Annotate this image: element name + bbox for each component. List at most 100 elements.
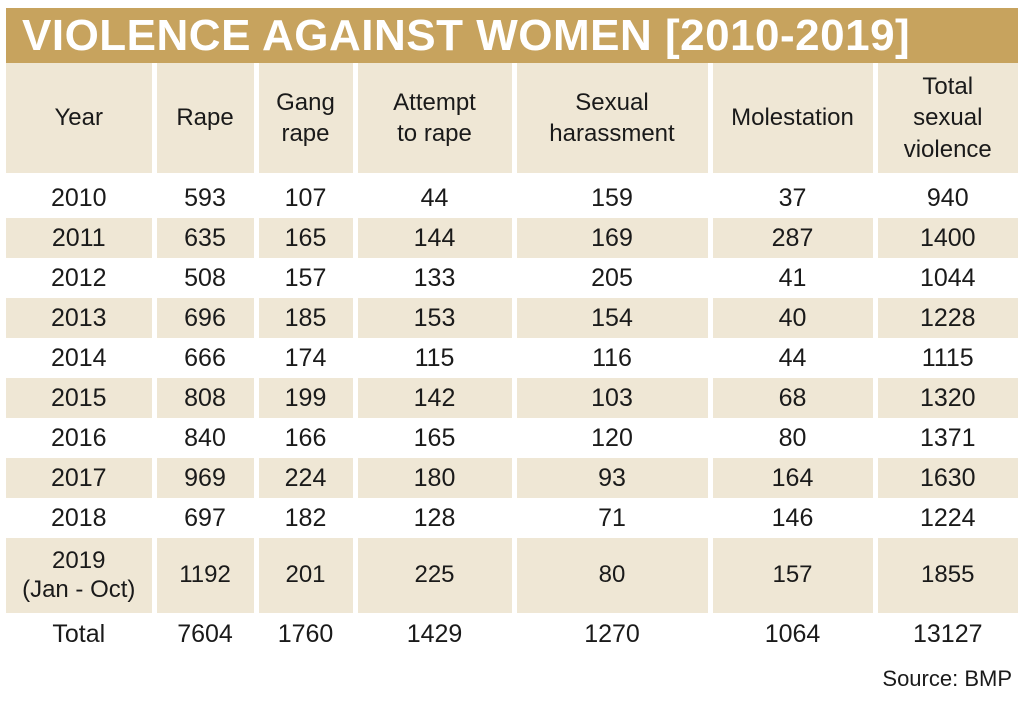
value-cell: 44 bbox=[355, 175, 517, 218]
value-cell: 808 bbox=[154, 378, 259, 418]
value-cell: 940 bbox=[875, 175, 1018, 218]
column-header-text: Rape bbox=[176, 104, 234, 132]
year-label: (Jan - Oct) bbox=[22, 575, 136, 603]
table-row: 2016 840 166 165 120 80 1371 bbox=[6, 418, 1018, 458]
total-value-cell: 1760 bbox=[256, 613, 358, 655]
value-cell: 1224 bbox=[875, 498, 1018, 538]
table-row: 2011 635 165 144 169 287 1400 bbox=[6, 218, 1018, 258]
value-cell: 142 bbox=[355, 378, 517, 418]
value-cell: 224 bbox=[256, 458, 358, 498]
column-header-text: Gang bbox=[276, 88, 335, 116]
year-label: 2010 bbox=[50, 183, 107, 212]
value-cell: 185 bbox=[256, 298, 358, 338]
total-value-cell: 7604 bbox=[154, 613, 259, 655]
year-cell: 2019 (Jan - Oct) bbox=[6, 538, 157, 613]
column-header: Molestation bbox=[710, 63, 878, 178]
year-cell: 2018 bbox=[6, 498, 157, 538]
value-cell: 666 bbox=[154, 338, 259, 378]
value-cell: 1044 bbox=[875, 258, 1018, 298]
total-value-cell: 13127 bbox=[875, 613, 1018, 655]
value-cell: 1320 bbox=[875, 378, 1018, 418]
year-label: 2014 bbox=[50, 343, 107, 372]
value-cell: 1115 bbox=[875, 338, 1018, 378]
table-row: 2012 508 157 133 205 41 1044 bbox=[6, 258, 1018, 298]
value-cell: 840 bbox=[154, 418, 259, 458]
column-header-text: violence bbox=[903, 135, 992, 163]
table-row: 2014 666 174 115 116 44 1115 bbox=[6, 338, 1018, 378]
column-header-text: Year bbox=[54, 104, 104, 132]
value-cell: 1192 bbox=[154, 538, 259, 613]
value-cell: 696 bbox=[154, 298, 259, 338]
title-bar: VIOLENCE AGAINST WOMEN [2010-2019] bbox=[6, 8, 1018, 63]
value-cell: 68 bbox=[710, 378, 878, 418]
column-header-text: to rape bbox=[397, 120, 472, 147]
column-header: Gang rape bbox=[256, 63, 358, 178]
value-cell: 128 bbox=[355, 498, 517, 538]
value-cell: 41 bbox=[710, 258, 878, 298]
column-header-text: Attempt bbox=[393, 88, 476, 116]
column-header: Year bbox=[6, 63, 157, 178]
year-cell: 2015 bbox=[6, 378, 157, 418]
value-cell: 593 bbox=[154, 175, 259, 218]
value-cell: 71 bbox=[514, 498, 713, 538]
table-header-row: Year Rape Gang rape Attempt to rape Sexual hara… bbox=[6, 63, 1018, 178]
year-label: 2012 bbox=[50, 263, 107, 292]
value-cell: 133 bbox=[355, 258, 517, 298]
year-cell: 2014 bbox=[6, 338, 157, 378]
total-value-cell: 1064 bbox=[710, 613, 878, 655]
value-cell: 93 bbox=[514, 458, 713, 498]
column-header: Sexual harassment bbox=[514, 63, 713, 178]
value-cell: 1855 bbox=[875, 538, 1018, 613]
year-label: 2013 bbox=[50, 303, 107, 332]
column-header-text: Sexual bbox=[575, 88, 649, 116]
value-cell: 159 bbox=[514, 175, 713, 218]
value-cell: 508 bbox=[154, 258, 259, 298]
value-cell: 120 bbox=[514, 418, 713, 458]
value-cell: 1400 bbox=[875, 218, 1018, 258]
column-header-text: sexual bbox=[913, 104, 983, 132]
value-cell: 40 bbox=[710, 298, 878, 338]
value-cell: 37 bbox=[710, 175, 878, 218]
table-row: 2015 808 199 142 103 68 1320 bbox=[6, 378, 1018, 418]
value-cell: 164 bbox=[710, 458, 878, 498]
year-label: 2017 bbox=[50, 463, 107, 492]
value-cell: 165 bbox=[355, 418, 517, 458]
source-note: Source: BMP bbox=[882, 666, 1012, 691]
value-cell: 166 bbox=[256, 418, 358, 458]
column-header-text: rape bbox=[281, 120, 330, 147]
value-cell: 1630 bbox=[875, 458, 1018, 498]
total-row: Total 7604 1760 1429 1270 1064 13127 bbox=[6, 613, 1018, 655]
table-row: 2019 (Jan - Oct) 1192 201 225 80 157 1855 bbox=[6, 538, 1018, 613]
year-cell: 2016 bbox=[6, 418, 157, 458]
value-cell: 146 bbox=[710, 498, 878, 538]
table-row: 2013 696 185 153 154 40 1228 bbox=[6, 298, 1018, 338]
column-header: Total sexual violence bbox=[875, 63, 1018, 178]
value-cell: 199 bbox=[256, 378, 358, 418]
year-label: 2015 bbox=[50, 383, 107, 412]
value-cell: 165 bbox=[256, 218, 358, 258]
value-cell: 174 bbox=[256, 338, 358, 378]
total-value-cell: 1270 bbox=[514, 613, 713, 655]
column-header: Rape bbox=[154, 63, 259, 178]
value-cell: 169 bbox=[514, 218, 713, 258]
value-cell: 157 bbox=[710, 538, 878, 613]
value-cell: 44 bbox=[710, 338, 878, 378]
table-row: 2018 697 182 128 71 146 1224 bbox=[6, 498, 1018, 538]
table-row: 2017 969 224 180 93 164 1630 bbox=[6, 458, 1018, 498]
year-cell: 2012 bbox=[6, 258, 157, 298]
value-cell: 157 bbox=[256, 258, 358, 298]
column-header-text: Molestation bbox=[731, 104, 854, 132]
value-cell: 225 bbox=[355, 538, 517, 613]
column-header-text: harassment bbox=[549, 120, 675, 147]
table-body: 2010 593 107 44 159 37 940 2011 635 165 144 169 287 1… bbox=[6, 175, 1018, 655]
year-label: 2016 bbox=[50, 423, 107, 452]
value-cell: 1228 bbox=[875, 298, 1018, 338]
year-cell: 2013 bbox=[6, 298, 157, 338]
value-cell: 116 bbox=[514, 338, 713, 378]
value-cell: 205 bbox=[514, 258, 713, 298]
value-cell: 115 bbox=[355, 338, 517, 378]
value-cell: 107 bbox=[256, 175, 358, 218]
value-cell: 80 bbox=[710, 418, 878, 458]
table-row: 2010 593 107 44 159 37 940 bbox=[6, 175, 1018, 218]
column-header-text: Total bbox=[922, 73, 974, 101]
